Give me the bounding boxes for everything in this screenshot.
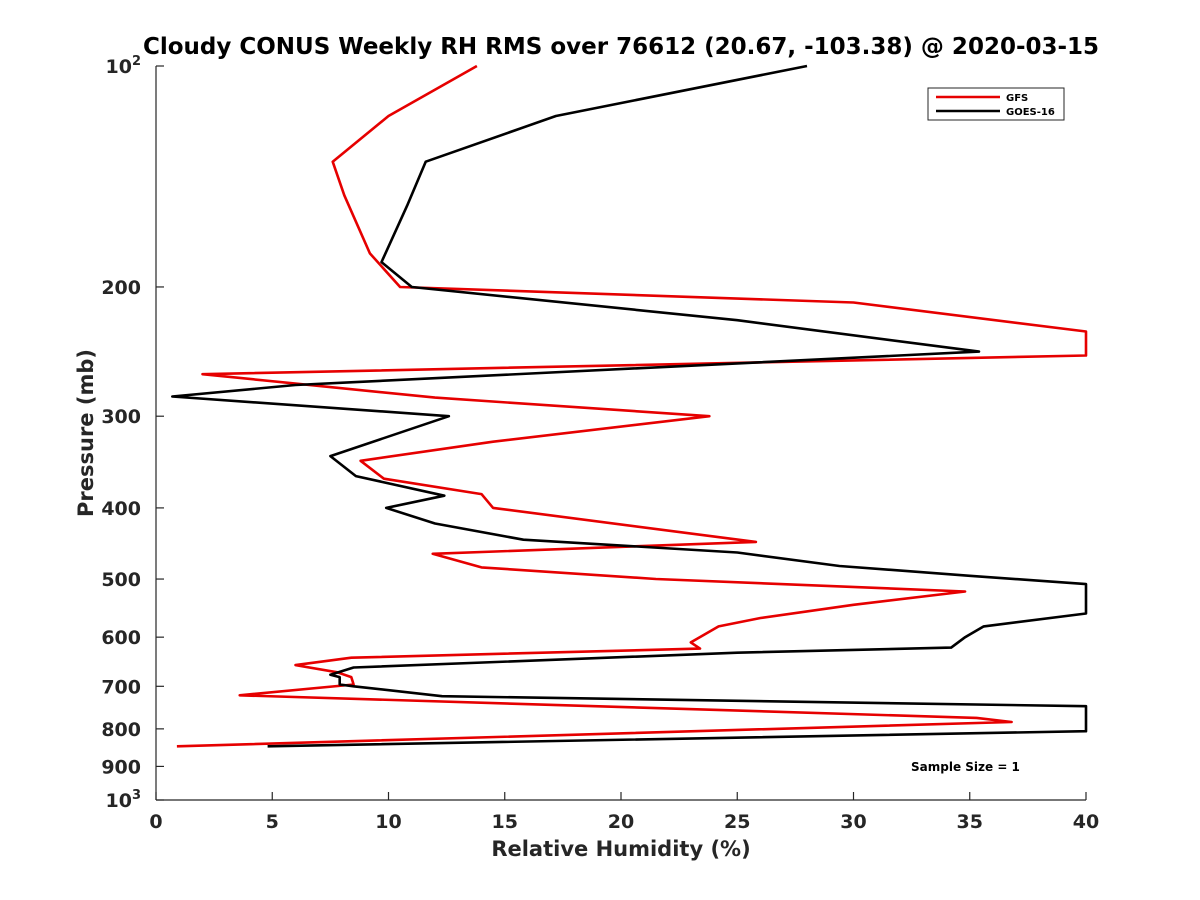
series-line-goes16 [171,64,1088,748]
y-tick-label: 800 [101,719,141,741]
y-axis-label: Pressure (mb) [74,349,98,517]
x-tick-label: 20 [608,811,634,833]
y-tick-label: 200 [101,277,141,299]
x-axis-label: Relative Humidity (%) [491,837,750,861]
y-tick-label: 600 [101,627,141,649]
x-tick-label: 40 [1073,811,1099,833]
legend-label-gfs: GFS [1006,93,1028,104]
x-tick-label: 15 [492,811,518,833]
y-tick-label: 500 [101,569,141,591]
legend-label-goes16: GOES-16 [1006,107,1055,118]
series-layer [171,64,1088,748]
x-tick-label: 10 [375,811,401,833]
sample-size-annotation: Sample Size = 1 [911,760,1020,774]
x-tick-label: 25 [724,811,750,833]
y-tick-label: 700 [101,676,141,698]
y-tick-label: 900 [101,756,141,778]
y-tick-label: 400 [101,498,141,520]
x-ticks: 0 5 10 15 20 25 30 35 40 [149,792,1099,833]
y-tick-label: 300 [101,406,141,428]
legend: GFS GOES-16 [927,87,1065,121]
x-tick-label: 0 [149,811,162,833]
y-tick-label: 102 [106,54,142,78]
x-tick-label: 35 [957,811,983,833]
x-tick-label: 30 [840,811,866,833]
y-tick-label: 103 [106,788,142,812]
chart-title: Cloudy CONUS Weekly RH RMS over 76612 (2… [143,34,1099,60]
x-tick-label: 5 [266,811,279,833]
y-ticks: 102 200 300 400 500 600 700 800 900 103 [101,54,164,812]
legend-box [927,87,1065,121]
